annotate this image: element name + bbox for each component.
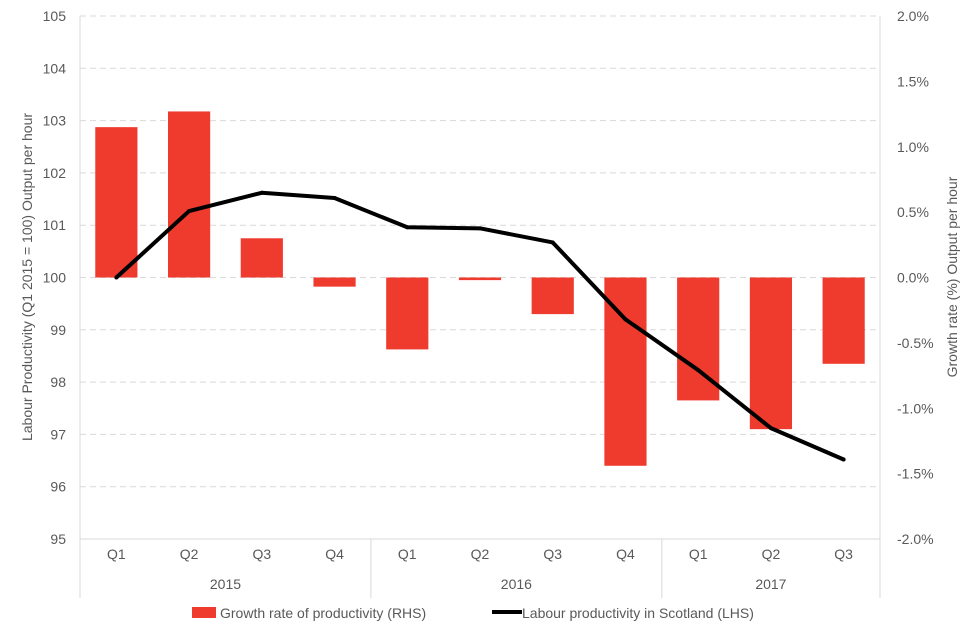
bar-series — [95, 111, 865, 466]
growth-bar — [604, 277, 647, 466]
legend-bar-label: Growth rate of productivity (RHS) — [220, 605, 426, 621]
growth-bar — [313, 277, 356, 287]
quarter-label: Q3 — [834, 546, 853, 562]
left-tick-label: 105 — [43, 8, 67, 24]
legend: Growth rate of productivity (RHS) Labour… — [192, 605, 754, 621]
productivity-point — [259, 190, 264, 195]
axes: 95 96 97 98 99 100 101 102 103 104 105 -2.0% -1.5% -1… — [43, 8, 934, 598]
growth-bar — [822, 277, 865, 364]
left-tick-label: 98 — [50, 374, 66, 390]
right-tick-label: -1.5% — [897, 466, 934, 482]
year-label: 2015 — [210, 576, 241, 592]
right-tick-label: 1.5% — [897, 73, 929, 89]
growth-bar — [386, 277, 429, 350]
right-axis-title: Growth rate (%) Output per hour — [944, 176, 960, 377]
productivity-point — [623, 317, 628, 322]
left-tick-label: 99 — [50, 322, 66, 338]
right-tick-label: -2.0% — [897, 531, 934, 547]
quarter-label: Q2 — [180, 546, 199, 562]
quarter-label: Q4 — [325, 546, 344, 562]
productivity-point — [405, 225, 410, 230]
productivity-point — [478, 226, 482, 231]
growth-bar — [95, 127, 138, 278]
quarter-label: Q4 — [616, 546, 635, 562]
productivity-point — [696, 368, 701, 373]
quarter-label: Q1 — [398, 546, 417, 562]
left-tick-label: 100 — [43, 270, 67, 286]
left-tick-label: 101 — [43, 217, 67, 233]
right-tick-label: 0.5% — [897, 204, 929, 220]
left-axis-title: Labour Productivity (Q1 2015 = 100) Outp… — [19, 113, 35, 441]
left-tick-label: 104 — [43, 60, 67, 76]
quarter-label: Q1 — [689, 546, 708, 562]
quarter-label: Q2 — [762, 546, 781, 562]
productivity-point — [187, 209, 192, 214]
right-tick-label: -0.5% — [897, 335, 934, 351]
left-tick-label: 95 — [50, 531, 66, 547]
year-label: 2017 — [755, 576, 786, 592]
right-tick-label: 1.0% — [897, 139, 929, 155]
quarter-label: Q3 — [252, 546, 271, 562]
legend-line-label: Labour productivity in Scotland (LHS) — [522, 605, 754, 621]
productivity-point — [841, 457, 846, 462]
productivity-point — [550, 240, 555, 245]
legend-bar-swatch — [192, 607, 216, 618]
growth-bar — [168, 111, 211, 278]
growth-bar — [749, 277, 792, 430]
productivity-point — [768, 426, 773, 431]
productivity-point — [332, 196, 337, 201]
growth-bar — [458, 277, 502, 281]
left-tick-label: 96 — [50, 479, 66, 495]
right-tick-label: 2.0% — [897, 8, 929, 24]
right-tick-label: 0.0% — [897, 270, 929, 286]
quarter-label: Q1 — [107, 546, 126, 562]
productivity-line — [115, 190, 845, 462]
growth-bar — [531, 277, 574, 315]
year-label: 2016 — [501, 576, 532, 592]
left-tick-label: 102 — [43, 165, 67, 181]
quarter-label: Q2 — [471, 546, 490, 562]
left-tick-label: 103 — [43, 113, 67, 129]
left-tick-label: 97 — [50, 426, 66, 442]
right-tick-label: -1.0% — [897, 400, 934, 416]
growth-bar — [240, 238, 283, 278]
productivity-point — [114, 275, 119, 280]
line-series — [114, 190, 846, 462]
quarter-label: Q3 — [543, 546, 562, 562]
